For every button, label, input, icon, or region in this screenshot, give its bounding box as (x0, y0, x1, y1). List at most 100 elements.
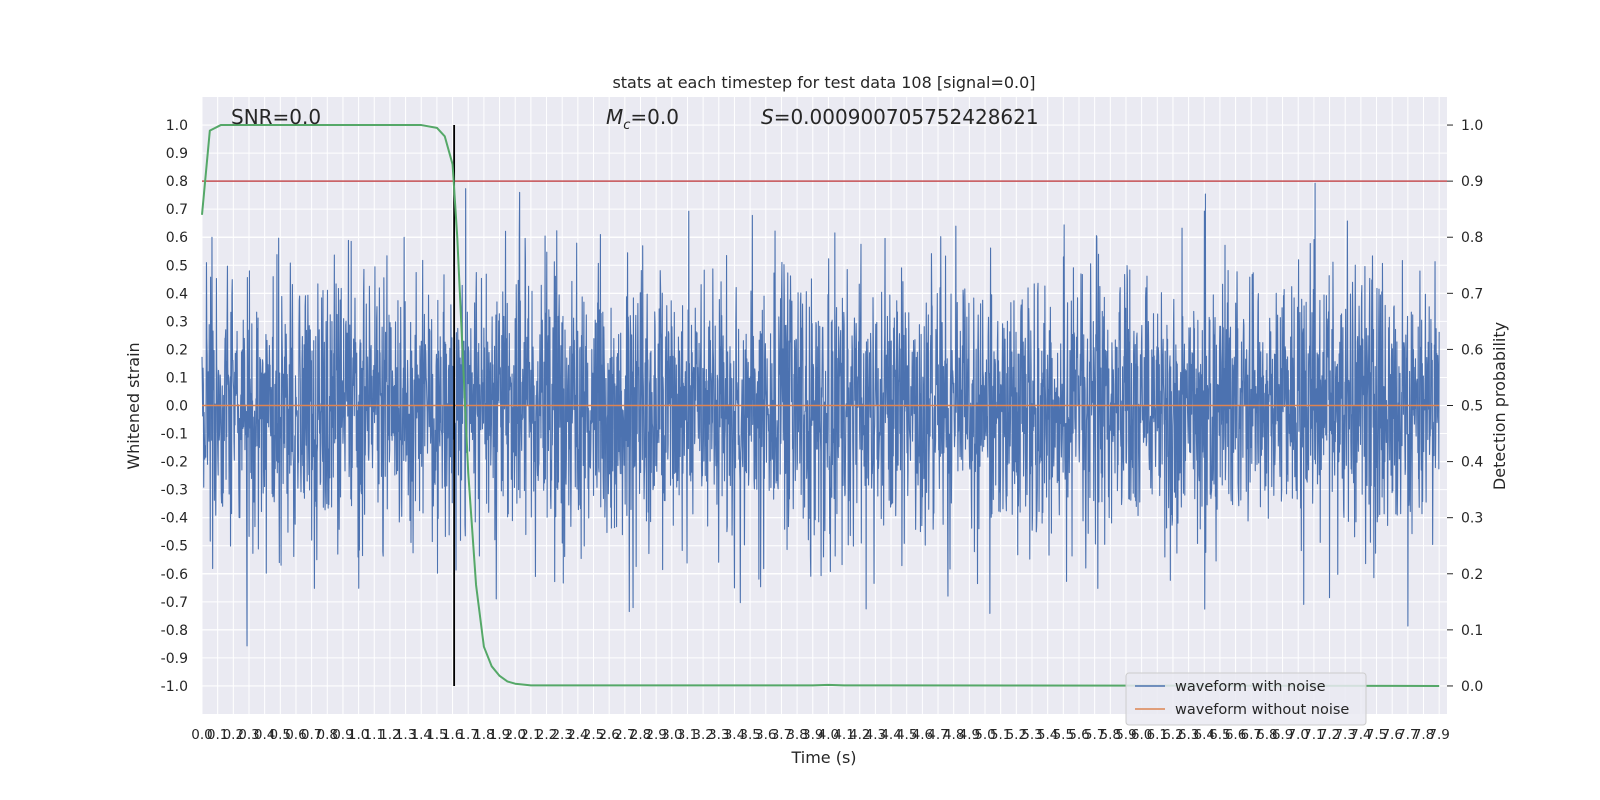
x-tick-label: 3.8 (786, 727, 807, 743)
x-tick-label: 1.5 (426, 727, 447, 743)
ticks: 0.00.10.20.30.40.50.60.70.80.91.01.11.21… (161, 118, 1484, 743)
y2-tick-label: 0.3 (1461, 511, 1483, 527)
x-tick-label: 7.8 (1413, 727, 1434, 743)
x-tick-label: 1.4 (411, 727, 432, 743)
x-tick-label: 7.5 (1366, 727, 1387, 743)
series-waveform-with-noise (201, 182, 1440, 647)
x-tick-label: 0.9 (332, 727, 353, 743)
s-symbol: S (761, 105, 774, 129)
x-tick-label: 4.7 (927, 727, 948, 743)
legend-label-without-noise: waveform without noise (1175, 702, 1349, 718)
x-tick-label: 6.4 (1194, 727, 1215, 743)
x-tick-label: 2.4 (567, 727, 588, 743)
x-tick-label: 2.2 (536, 727, 557, 743)
x-tick-label: 1.6 (442, 727, 463, 743)
x-tick-label: 0.6 (285, 727, 306, 743)
x-tick-label: 0.8 (317, 727, 338, 743)
x-tick-label: 7.9 (1428, 727, 1449, 743)
x-tick-label: 5.1 (990, 727, 1011, 743)
x-tick-label: 5.2 (1006, 727, 1027, 743)
x-tick-label: 0.2 (223, 727, 244, 743)
x-tick-label: 0.1 (207, 727, 228, 743)
x-tick-label: 1.1 (364, 727, 385, 743)
waveform-with-noise-line (201, 182, 1440, 647)
x-tick-label: 1.7 (457, 727, 478, 743)
x-tick-label: 3.7 (771, 727, 792, 743)
x-tick-label: 1.3 (395, 727, 416, 743)
y-tick-label: -0.5 (161, 539, 188, 555)
x-tick-label: 7.0 (1287, 727, 1308, 743)
x-tick-label: 4.6 (912, 727, 933, 743)
x-tick-label: 2.8 (630, 727, 651, 743)
x-tick-label: 0.5 (270, 727, 291, 743)
y2-axis-label: Detection probability (1490, 322, 1509, 490)
x-tick-label: 1.9 (489, 727, 510, 743)
x-tick-label: 4.8 (943, 727, 964, 743)
x-tick-label: 5.6 (1068, 727, 1089, 743)
x-tick-label: 6.3 (1178, 727, 1199, 743)
y2-tick-label: 0.1 (1461, 623, 1483, 639)
series-lines (201, 124, 1447, 687)
x-tick-label: 3.9 (802, 727, 823, 743)
x-tick-label: 3.5 (739, 727, 760, 743)
x-tick-label: 7.7 (1397, 727, 1418, 743)
y2-tick-label: 0.4 (1461, 455, 1483, 471)
x-tick-label: 2.6 (598, 727, 619, 743)
y-tick-label: -0.3 (161, 483, 188, 499)
x-tick-label: 6.6 (1225, 727, 1246, 743)
x-tick-label: 0.0 (191, 727, 212, 743)
y-tick-label: -0.7 (161, 595, 188, 611)
y-tick-label: 0.1 (166, 370, 188, 386)
y-tick-label: 0.5 (166, 258, 188, 274)
x-tick-label: 6.7 (1241, 727, 1262, 743)
x-tick-label: 5.0 (974, 727, 995, 743)
x-tick-label: 5.3 (1021, 727, 1042, 743)
x-tick-label: 1.8 (473, 727, 494, 743)
y-tick-label: 0.8 (166, 174, 188, 190)
x-tick-label: 7.3 (1334, 727, 1355, 743)
x-tick-label: 2.0 (504, 727, 525, 743)
x-tick-label: 6.5 (1209, 727, 1230, 743)
y-tick-label: 1.0 (166, 118, 188, 134)
y-tick-label: 0.4 (166, 286, 188, 302)
x-tick-label: 1.2 (379, 727, 400, 743)
x-tick-label: 6.2 (1162, 727, 1183, 743)
x-tick-label: 5.4 (1037, 727, 1058, 743)
x-tick-label: 2.7 (614, 727, 635, 743)
y2-tick-label: 0.6 (1461, 342, 1483, 358)
y-tick-label: 0.0 (166, 399, 188, 415)
y-tick-label: -1.0 (161, 679, 188, 695)
x-tick-label: 4.5 (896, 727, 917, 743)
y-tick-label: 0.6 (166, 230, 188, 246)
x-tick-label: 0.4 (254, 727, 275, 743)
x-tick-label: 3.6 (755, 727, 776, 743)
y2-tick-label: 0.9 (1461, 174, 1483, 190)
detection-probability-line (201, 124, 1440, 687)
y2-tick-label: 0.0 (1461, 679, 1483, 695)
y-tick-label: 0.9 (166, 146, 188, 162)
x-tick-label: 4.0 (818, 727, 839, 743)
x-axis-label: Time (s) (790, 748, 856, 767)
x-tick-label: 3.1 (677, 727, 698, 743)
y-tick-label: -0.2 (161, 455, 188, 471)
x-tick-label: 5.8 (1100, 727, 1121, 743)
x-tick-label: 2.3 (551, 727, 572, 743)
y-tick-label: 0.7 (166, 202, 188, 218)
x-tick-label: 6.1 (1147, 727, 1168, 743)
x-tick-label: 6.0 (1131, 727, 1152, 743)
x-tick-label: 1.0 (348, 727, 369, 743)
x-tick-label: 0.3 (238, 727, 259, 743)
mc-subscript: c (623, 118, 630, 133)
mc-annotation: Mc=0.0 (606, 105, 679, 133)
x-tick-label: 2.5 (583, 727, 604, 743)
x-tick-label: 4.2 (849, 727, 870, 743)
y-tick-label: -0.9 (161, 651, 188, 667)
x-tick-label: 6.9 (1272, 727, 1293, 743)
s-value: =0.000900705752428621 (774, 105, 1039, 129)
x-tick-label: 7.6 (1381, 727, 1402, 743)
y-tick-label: -0.8 (161, 623, 188, 639)
x-tick-label: 4.3 (865, 727, 886, 743)
y-tick-label: -0.6 (161, 567, 188, 583)
x-tick-label: 5.9 (1115, 727, 1136, 743)
x-tick-label: 3.3 (708, 727, 729, 743)
